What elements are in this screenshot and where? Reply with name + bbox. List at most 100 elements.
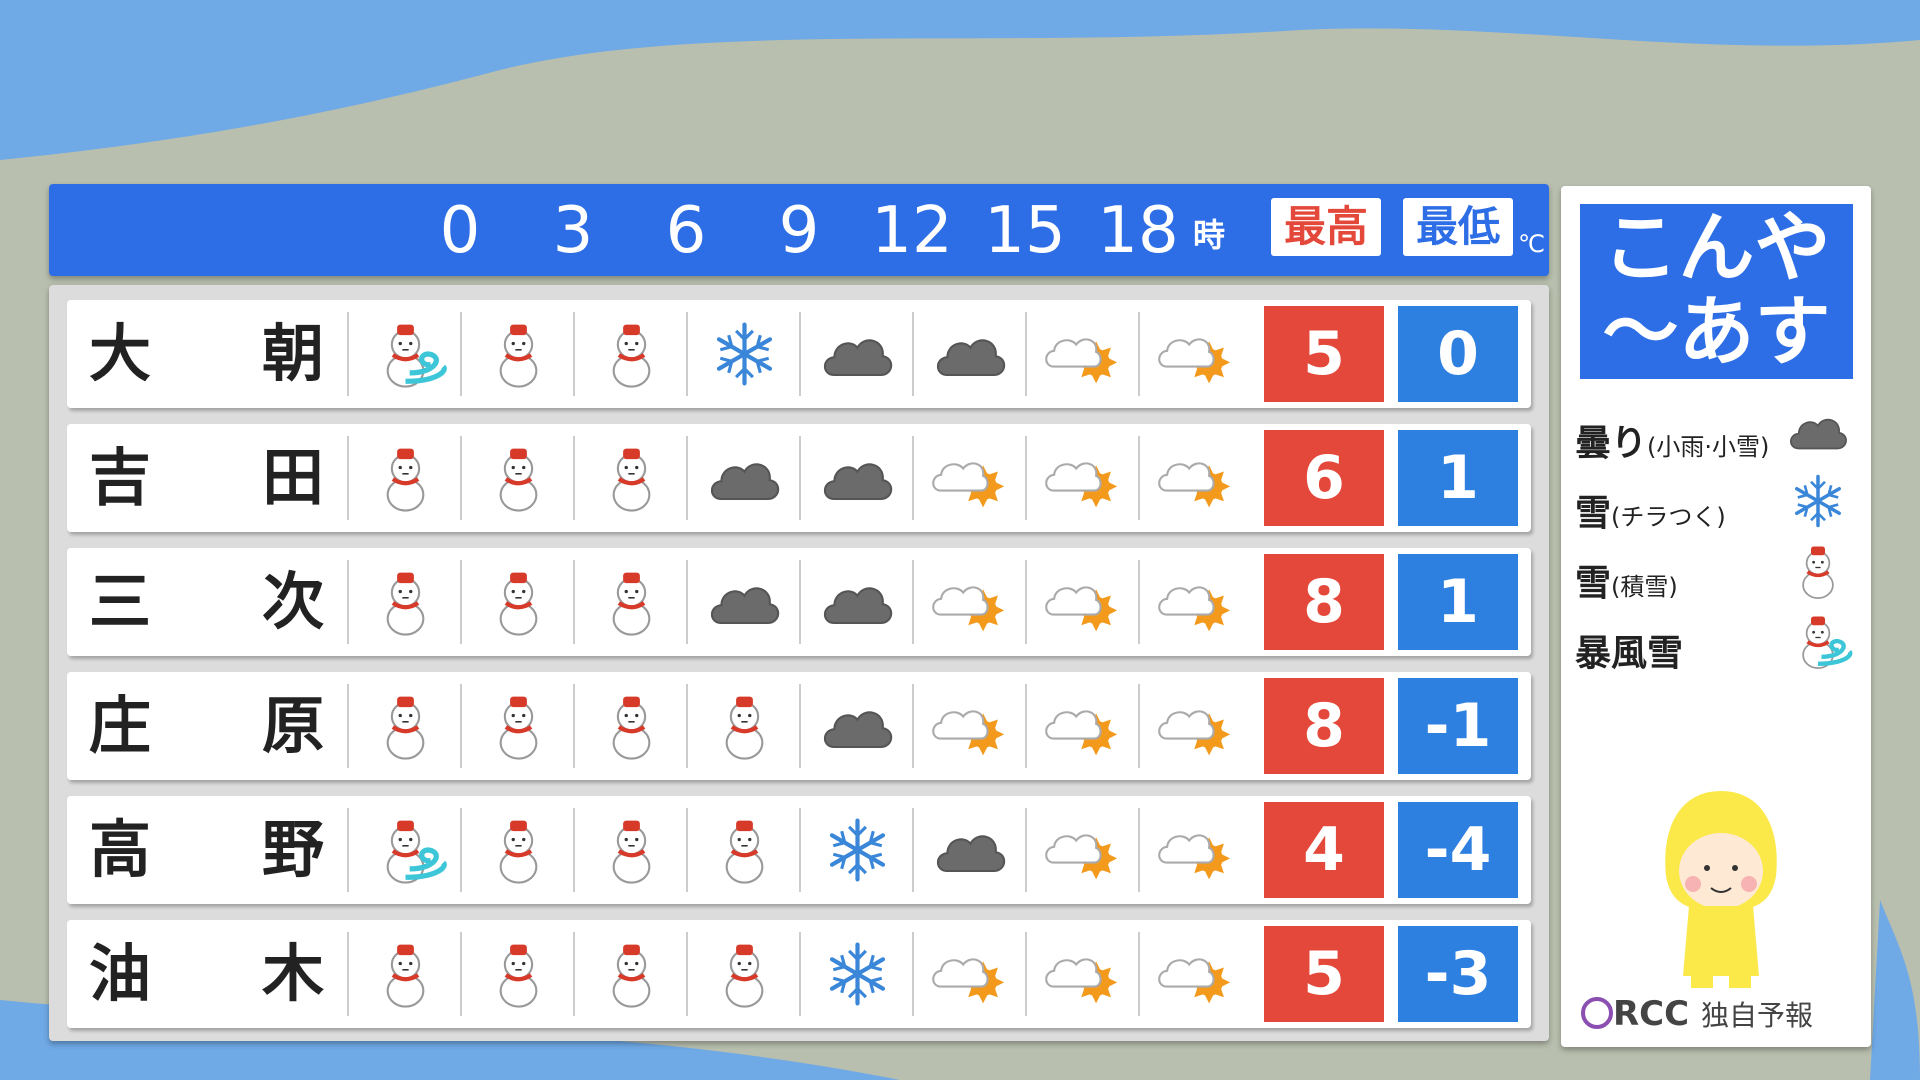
- weather-icon: [932, 462, 1005, 508]
- place-name: 原: [262, 689, 325, 762]
- weather-icon: [710, 587, 780, 625]
- low-label: 最低: [1403, 198, 1513, 256]
- hour-label: 18: [1097, 194, 1179, 268]
- title-line: こんや: [1602, 203, 1831, 292]
- weather-icon: [386, 696, 425, 760]
- legend-note: (積雪): [1611, 573, 1678, 601]
- weather-cell: [799, 808, 914, 892]
- weather-icon: [386, 324, 447, 388]
- weather-cell: [347, 684, 462, 768]
- place-name: 野: [262, 813, 325, 886]
- weather-icon: [936, 339, 1006, 377]
- weather-icon: [1045, 338, 1118, 384]
- place-name: 三: [89, 565, 152, 638]
- weather-cell: [1025, 560, 1140, 644]
- brand: RCC: [1613, 994, 1690, 1034]
- weather-cell: [912, 436, 1027, 520]
- weather-cell: [347, 808, 462, 892]
- legend-item: 曇り(小雨·小雪): [1575, 414, 1769, 466]
- weather-icon: [612, 324, 651, 388]
- weather-icon: [499, 944, 538, 1008]
- weather-icon: [612, 572, 651, 636]
- table-row: 庄 原 8 -1: [67, 672, 1531, 780]
- low-temp: 1: [1398, 430, 1518, 526]
- weather-icon: [936, 835, 1006, 873]
- weather-cell: [799, 932, 914, 1016]
- weather-cell: [573, 560, 688, 644]
- weather-cell: [912, 684, 1027, 768]
- weather-icon: [612, 944, 651, 1008]
- place-name: 次: [262, 565, 325, 638]
- weather-cell: [347, 312, 462, 396]
- place-name: 木: [262, 937, 325, 1010]
- weather-cell: [1025, 808, 1140, 892]
- weather-cell: [460, 560, 575, 644]
- weather-cell: [1138, 808, 1253, 892]
- legend-label: 曇り: [1575, 423, 1648, 464]
- panel-title: こんや ～あす: [1580, 204, 1853, 379]
- weather-cell: [573, 684, 688, 768]
- hour-label: 0: [439, 194, 481, 268]
- low-temp: -1: [1398, 678, 1518, 774]
- low-temp: -4: [1398, 802, 1518, 898]
- weather-cell: [912, 560, 1027, 644]
- weather-icon: [612, 820, 651, 884]
- low-temp: -3: [1398, 926, 1518, 1022]
- weather-cell: [1138, 560, 1253, 644]
- weather-icon: [499, 448, 538, 512]
- weather-icon: [386, 572, 425, 636]
- weather-icon: [716, 322, 773, 386]
- weather-cell: [799, 312, 914, 396]
- low-temp: 0: [1398, 306, 1518, 402]
- weather-icon: [386, 448, 425, 512]
- low-temp: 1: [1398, 554, 1518, 650]
- weather-cell: [460, 684, 575, 768]
- table-row: 油 木 5 -3: [67, 920, 1531, 1028]
- legend-label: 雪: [1575, 563, 1612, 604]
- weather-icon: [823, 587, 893, 625]
- weather-cell: [1138, 312, 1253, 396]
- weather-cell: [686, 436, 801, 520]
- hour-label: 6: [665, 194, 707, 268]
- weather-icon: [1045, 462, 1118, 508]
- weather-icon: [725, 820, 764, 884]
- legend-panel: こんや ～あす 曇り(小雨·小雪) 雪(チラつく) 雪(積雪) 暴風雪 RCC 独…: [1561, 186, 1871, 1047]
- weather-icon: [499, 324, 538, 388]
- weather-icon: [725, 696, 764, 760]
- place-name: 高: [89, 813, 152, 886]
- logo-ring: [1581, 997, 1613, 1029]
- weather-cell: [912, 312, 1027, 396]
- weather-icon: [386, 820, 447, 884]
- weather-icon: [725, 944, 764, 1008]
- place-name: 庄: [89, 689, 152, 762]
- weather-cell: [686, 932, 801, 1016]
- weather-icon: [1158, 958, 1231, 1004]
- weather-cell: [912, 932, 1027, 1016]
- weather-icon: [1158, 586, 1231, 632]
- weather-cell: [1025, 932, 1140, 1016]
- weather-icon: [932, 710, 1005, 756]
- weather-cell: [460, 312, 575, 396]
- footer: RCC 独自予報: [1581, 994, 1813, 1034]
- temp-unit: ℃: [1518, 230, 1545, 258]
- high-temp: 6: [1264, 430, 1384, 526]
- high-temp: 8: [1264, 554, 1384, 650]
- hour-label: 12: [871, 194, 953, 268]
- place-name: 田: [262, 441, 325, 514]
- weather-icon: [1158, 834, 1231, 880]
- weather-icon: [499, 572, 538, 636]
- weather-icon: [499, 820, 538, 884]
- hour-label: 3: [552, 194, 594, 268]
- weather-cell: [347, 932, 462, 1016]
- legend-item: 雪(積雪): [1575, 554, 1678, 606]
- title-line: ～あす: [1602, 287, 1831, 376]
- weather-cell: [347, 436, 462, 520]
- place-name: 大: [89, 317, 152, 390]
- legend-icons: [1790, 418, 1853, 669]
- weather-cell: [460, 932, 575, 1016]
- weather-cell: [1025, 436, 1140, 520]
- legend-icon: [1802, 546, 1834, 599]
- weather-icon: [386, 944, 425, 1008]
